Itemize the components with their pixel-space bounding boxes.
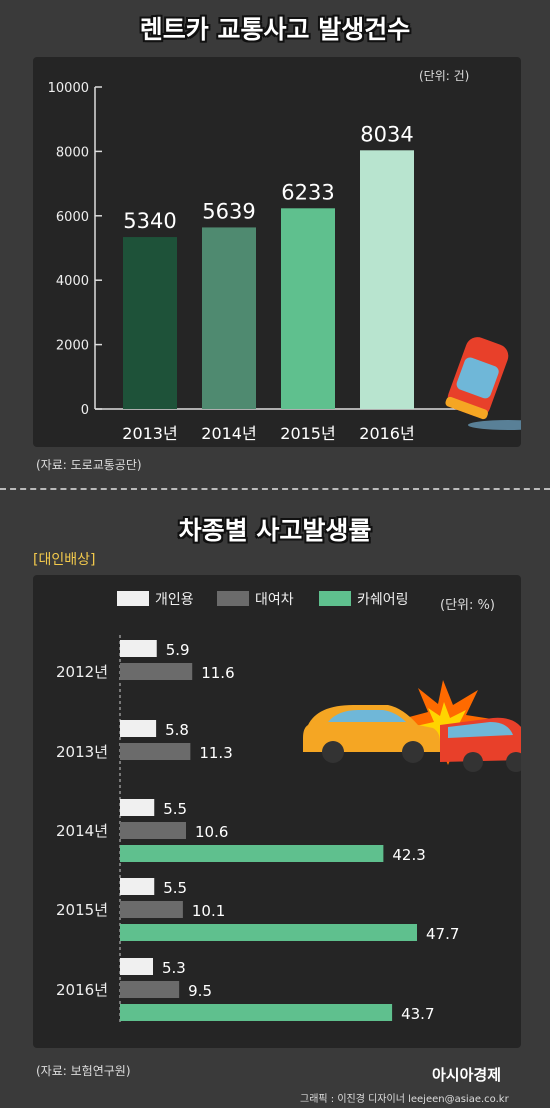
bar-value-label: 42.3 <box>392 846 425 864</box>
legend-swatch <box>117 591 149 606</box>
chart2-panel <box>33 575 521 1048</box>
x-tick-label: 2016년 <box>359 424 414 443</box>
category-label: 2015년 <box>56 901 108 919</box>
bar <box>120 958 153 975</box>
red-car-window <box>448 722 513 738</box>
publisher-logo: 아시아경제 <box>432 1066 502 1084</box>
bar <box>281 208 335 409</box>
bar-value-label: 10.6 <box>195 823 228 841</box>
chart2-unit: (단위: %) <box>440 598 495 613</box>
bar-value-label: 47.7 <box>426 925 459 943</box>
x-tick-label: 2015년 <box>280 424 335 443</box>
legend-label: 대여차 <box>255 592 294 608</box>
legend-label: 개인용 <box>155 592 194 608</box>
y-tick-label: 0 <box>81 403 89 418</box>
bar-value-label: 6233 <box>281 180 334 204</box>
bar-value-label: 5.9 <box>166 641 190 659</box>
orange-car-window <box>328 710 406 722</box>
bar <box>123 237 177 409</box>
category-label: 2013년 <box>56 743 108 761</box>
bar <box>120 981 180 998</box>
chart1-svg: 0 2000 4000 6000 8000 10000 5340 2013년 5639 2014년… <box>48 81 521 443</box>
chart1-panel <box>33 57 521 447</box>
bar <box>360 150 414 409</box>
bar <box>120 924 417 941</box>
bar-value-label: 5639 <box>202 199 255 223</box>
bar <box>120 878 155 895</box>
y-tick-label: 2000 <box>56 339 89 354</box>
bar <box>120 901 183 918</box>
bar-value-label: 11.6 <box>201 664 234 682</box>
bar <box>202 227 256 409</box>
overturned-car-icon <box>445 337 509 420</box>
legend-swatch <box>217 591 249 606</box>
y-tick-label: 6000 <box>56 210 89 225</box>
chart1-source: (자료: 도로교통공단) <box>36 458 142 472</box>
designer-credit: 그래픽 : 이진경 디자이너 leejeen@asiae.co.kr <box>300 1094 509 1105</box>
car-crash-icon <box>303 680 521 772</box>
bar <box>120 845 384 862</box>
bar <box>120 640 157 657</box>
wheel <box>402 741 424 763</box>
bar-value-label: 11.3 <box>199 744 232 762</box>
wheel <box>506 752 521 772</box>
wheel <box>463 752 483 772</box>
chart2-svg: 개인용 대여차 카쉐어링 2012년 5.9 11.6 2013년 5.8 11.3 2014년 5… <box>56 591 521 1025</box>
bar <box>120 663 193 680</box>
bar-value-label: 10.1 <box>192 902 225 920</box>
chart2-title: 차종별 사고발생률 <box>178 516 372 545</box>
legend-swatch <box>319 591 351 606</box>
bar <box>120 1004 393 1021</box>
puddle-shape <box>468 420 521 430</box>
bar <box>120 822 186 839</box>
bar-value-label: 5.3 <box>162 959 186 977</box>
bar-value-label: 43.7 <box>401 1005 434 1023</box>
chart2-subtitle: [대인배상] <box>33 552 96 568</box>
car-window <box>456 357 499 399</box>
x-tick-label: 2014년 <box>201 424 256 443</box>
bar <box>120 799 155 816</box>
y-tick-label: 10000 <box>48 81 89 96</box>
bar-value-label: 8034 <box>360 122 413 146</box>
chart2-source: (자료: 보험연구원) <box>36 1064 131 1078</box>
bar-value-label: 5.8 <box>165 721 189 739</box>
wheel <box>322 741 344 763</box>
category-label: 2012년 <box>56 663 108 681</box>
chart1-title: 렌트카 교통사고 발생건수 <box>139 15 411 44</box>
bar-value-label: 5.5 <box>163 800 187 818</box>
legend-label: 카쉐어링 <box>357 592 409 608</box>
y-tick-label: 8000 <box>56 145 89 160</box>
bar <box>120 720 157 737</box>
category-label: 2014년 <box>56 822 108 840</box>
category-label: 2016년 <box>56 981 108 999</box>
y-tick-label: 4000 <box>56 274 89 289</box>
bar-value-label: 5340 <box>123 209 176 233</box>
bar <box>120 743 191 760</box>
section-divider <box>0 488 550 490</box>
x-tick-label: 2013년 <box>122 424 177 443</box>
bar-value-label: 9.5 <box>188 982 212 1000</box>
chart1-unit: (단위: 건) <box>419 69 470 83</box>
car-bumper <box>445 396 488 420</box>
bar-value-label: 5.5 <box>163 879 187 897</box>
